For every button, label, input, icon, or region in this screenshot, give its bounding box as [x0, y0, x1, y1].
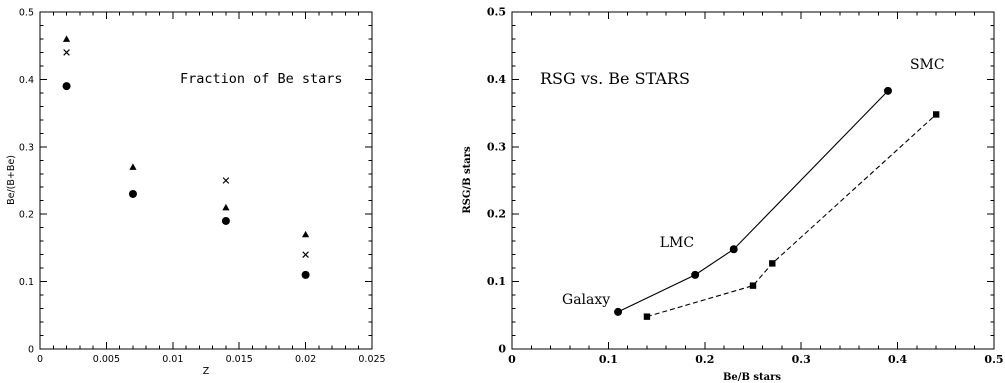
y-tick-label: 0.1	[487, 275, 506, 288]
y-axis-label: Be/(B+Be)	[6, 155, 17, 205]
data-point-cross	[63, 49, 70, 56]
y-tick-label: 0	[28, 345, 34, 356]
y-tick-label: 0.4	[487, 73, 506, 86]
plot-frame	[511, 11, 995, 350]
data-point-triangle	[62, 35, 71, 42]
x-tick-label: 0.1	[599, 353, 618, 366]
x-tick-label: 0.4	[888, 353, 907, 366]
data-point-triangle	[302, 230, 310, 238]
y-tick-label: 0.5	[487, 6, 506, 19]
data-point-circle	[221, 216, 230, 225]
chart-title: RSG vs. Be STARS	[540, 69, 690, 88]
data-point-circle	[883, 86, 892, 95]
data-point-circle	[729, 245, 738, 254]
data-point-cross	[222, 177, 230, 184]
data-point-square	[932, 111, 940, 118]
x-tick-label: 0.02	[295, 354, 316, 365]
data-point-circle	[691, 270, 700, 279]
data-point-square	[643, 313, 651, 320]
cross-stroke	[302, 251, 309, 258]
x-tick-label: 0.5	[984, 353, 1003, 366]
y-tick-label: 0.5	[19, 8, 34, 19]
chart-annotation: Fraction of Be stars	[180, 71, 343, 87]
x-tick-label: 0.015	[226, 354, 253, 365]
cross-stroke	[63, 49, 70, 56]
tick-group: 0 0.005 0.01 0.015 0.02 0.025 0 0.1 0.2 0.3 0.4 0.5	[19, 8, 386, 366]
y-tick-label: 0	[498, 343, 506, 356]
data-point-circle	[614, 307, 623, 316]
point-label: LMC	[660, 235, 694, 251]
data-point-cross	[302, 251, 309, 258]
plot-frame	[39, 11, 373, 350]
cross-stroke	[222, 177, 230, 184]
x-axis-label: Z	[203, 366, 210, 377]
y-tick-label: 0.1	[19, 277, 34, 288]
x-axis-label: Be/B stars	[723, 372, 781, 383]
mark-group	[62, 35, 310, 279]
x-tick-label: 0	[508, 353, 516, 366]
data-point-triangle	[129, 163, 137, 170]
point-label: SMC	[910, 57, 945, 73]
x-tick-label: 0.3	[792, 353, 811, 366]
data-point-square	[749, 282, 757, 289]
y-tick-label: 0.2	[19, 210, 34, 221]
x-tick-label: 0.025	[358, 354, 385, 365]
y-tick-label: 0.2	[487, 208, 506, 221]
y-tick-label: 0.3	[487, 140, 506, 153]
chart-fraction-of-be-stars: 0 0.005 0.01 0.015 0.02 0.025 0 0.1 0.2 0.3 0.4 0.5…	[6, 8, 386, 378]
x-tick-label: 0	[37, 354, 43, 365]
y-tick-label: 0.3	[19, 142, 34, 153]
mark-group: Galaxy LMC SMC	[562, 57, 945, 320]
series-line-dashed	[646, 114, 937, 318]
data-point-square	[769, 260, 776, 267]
x-tick-label: 0.2	[695, 353, 714, 366]
data-point-circle	[128, 189, 137, 198]
tick-group: 0 0.1 0.2 0.3 0.4 0.5 0 0.1 0.2 0.3 0.4 0.5	[487, 6, 1004, 367]
series-line-solid	[617, 90, 889, 313]
x-tick-label: 0.005	[93, 354, 120, 365]
x-tick-label: 0.01	[162, 354, 183, 365]
point-label: Galaxy	[562, 292, 610, 308]
data-point-triangle	[222, 203, 230, 211]
chart-rsg-vs-be-stars: 0 0.1 0.2 0.3 0.4 0.5 0 0.1 0.2 0.3 0.4 0.5 Galaxy L…	[462, 6, 1004, 383]
y-axis-label: RSG/B stars	[462, 146, 473, 214]
y-tick-label: 0.4	[19, 75, 34, 86]
data-point-circle	[301, 270, 310, 279]
data-point-circle	[62, 82, 71, 91]
